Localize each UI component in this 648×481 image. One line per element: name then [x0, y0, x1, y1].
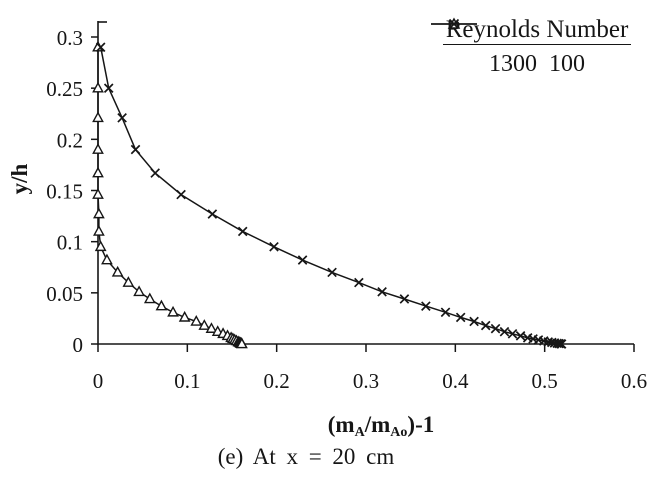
y-tick-label: 0.1 [57, 231, 83, 255]
x-tick-label: 0.5 [532, 369, 558, 393]
x-tick-label: 0.3 [353, 369, 379, 393]
marker-triangle [143, 292, 156, 304]
legend-label-1300: 1300 [489, 50, 537, 77]
marker-triangle [167, 305, 179, 317]
figure-caption: (e) At x = 20 cm [217, 444, 395, 469]
marker-x [421, 301, 431, 311]
series-line-1300 [97, 47, 243, 345]
marker-x [515, 331, 526, 341]
marker-triangle [93, 207, 105, 219]
marker-triangle [111, 265, 124, 277]
x-tick-label: 0.1 [174, 369, 200, 393]
marker-x [377, 287, 387, 297]
y-tick-label: 0.15 [46, 180, 83, 204]
legend-title-text: Reynolds Number [442, 16, 632, 45]
marker-x [150, 168, 160, 178]
marker-triangle [101, 253, 113, 265]
marker-triangle [155, 299, 168, 311]
marker-triangle [92, 111, 104, 123]
marker-triangle [235, 337, 248, 349]
marker-x [207, 209, 218, 219]
x-axis-title-part: )-1 [407, 412, 435, 437]
marker-x [95, 42, 106, 53]
legend-items: 1300 100 [431, 17, 643, 78]
marker-x [354, 277, 364, 288]
marker-triangle [92, 143, 104, 154]
marker-x [237, 226, 248, 237]
marker-x [469, 316, 479, 327]
marker-x [269, 241, 279, 252]
x-axis-title: (mA/mAo)-1 [281, 412, 481, 441]
y-tick-label: 0.05 [46, 282, 83, 306]
x-tick-label: 0.2 [264, 369, 290, 393]
marker-triangle [198, 319, 211, 330]
marker-triangle [92, 188, 104, 199]
marker-x [399, 294, 410, 304]
x-axis-title-subscript: Ao [390, 425, 408, 440]
legend-title: Reynolds Number [431, 16, 643, 45]
marker-x [556, 339, 567, 349]
y-tick-label: 0.3 [57, 26, 83, 50]
legend-item-1300: 1300 [431, 17, 537, 78]
legend: Reynolds Number 1300 100 [431, 16, 643, 78]
marker-triangle [94, 240, 107, 252]
marker-triangle [93, 224, 105, 236]
y-tick-label: 0 [73, 333, 84, 357]
marker-x [327, 267, 337, 278]
legend-label-100: 100 [549, 50, 585, 77]
x-tick-label: 0 [93, 369, 104, 393]
y-tick-label: 0.2 [57, 128, 83, 152]
x-axis-title-part: (m [327, 412, 355, 437]
marker-x [490, 323, 501, 334]
x-cross-marker-icon [431, 18, 477, 30]
marker-x [440, 307, 451, 318]
legend-item-100: 100 [431, 18, 585, 78]
marker-x [507, 328, 518, 339]
x-tick-label: 0.6 [621, 369, 647, 393]
marker-triangle [190, 315, 203, 326]
x-axis-title-part: /m [364, 412, 391, 437]
marker-triangle [122, 276, 135, 287]
x-tick-label: 0.4 [442, 369, 469, 393]
marker-x [480, 320, 491, 331]
marker-x [103, 83, 114, 93]
y-axis-title: y/h [7, 163, 32, 195]
marker-triangle [92, 166, 104, 178]
marker-x [554, 338, 564, 349]
series-line-100 [99, 47, 562, 345]
marker-x [176, 189, 186, 200]
x-axis-title-subscript: A [354, 425, 365, 440]
marker-triangle [178, 310, 191, 322]
marker-x [499, 326, 510, 337]
marker-x [130, 144, 141, 155]
marker-x [117, 113, 127, 123]
marker-triangle [92, 81, 104, 93]
marker-x [455, 312, 466, 323]
marker-x [297, 255, 308, 265]
y-tick-label: 0.25 [46, 77, 83, 101]
marker-triangle [205, 322, 218, 333]
marker-triangle [133, 285, 145, 297]
